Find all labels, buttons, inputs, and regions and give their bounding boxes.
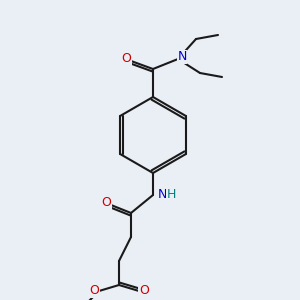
Text: N: N (177, 50, 187, 64)
Text: H: H (167, 188, 176, 200)
Text: O: O (139, 284, 149, 298)
Text: N: N (158, 188, 167, 202)
Text: O: O (121, 52, 131, 65)
Text: O: O (89, 284, 99, 298)
Text: O: O (101, 196, 111, 209)
